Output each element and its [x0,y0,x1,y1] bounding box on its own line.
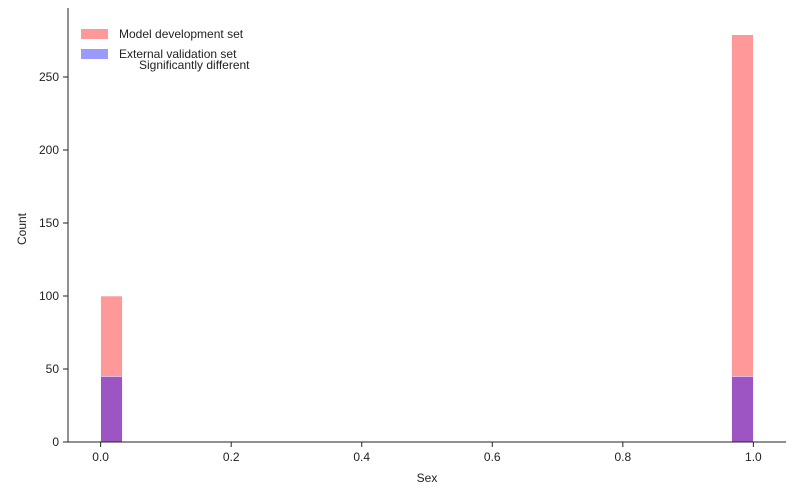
histogram-bar-overlap [100,375,123,443]
x-tick-label: 0.2 [223,450,240,464]
bars-layer [100,34,754,443]
y-tick-label: 150 [39,216,59,230]
legend-label-external-validation: External validation set [119,47,237,61]
y-axis-title: Count [15,212,29,245]
y-tick-label: 100 [39,289,59,303]
axes-layer [67,8,786,443]
x-axis-title: Sex [417,471,438,485]
x-tick-label: 0.6 [484,450,501,464]
y-tick-label: 250 [39,70,59,84]
y-tick-label: 0 [52,435,59,449]
significance-annotation: Significantly different [139,58,250,72]
legend-swatch-external-validation [81,49,108,59]
legend: Model development set External validatio… [81,27,244,61]
x-tick-label: 0.0 [92,450,109,464]
histogram-bar-upper [731,34,754,377]
x-tick-label: 1.0 [745,450,762,464]
x-tick-label: 0.4 [353,450,370,464]
x-tick-label: 0.8 [614,450,631,464]
ticks-layer: 0.0 0.2 0.4 0.6 0.8 1.0 0 50 100 150 200 250 [39,70,762,464]
y-tick-label: 200 [39,143,59,157]
histogram-bar-upper [100,295,123,377]
legend-swatch-model-development [81,29,108,39]
y-tick-label: 50 [46,362,60,376]
legend-label-model-development: Model development set [119,27,244,41]
histogram-bar-overlap [731,375,754,443]
